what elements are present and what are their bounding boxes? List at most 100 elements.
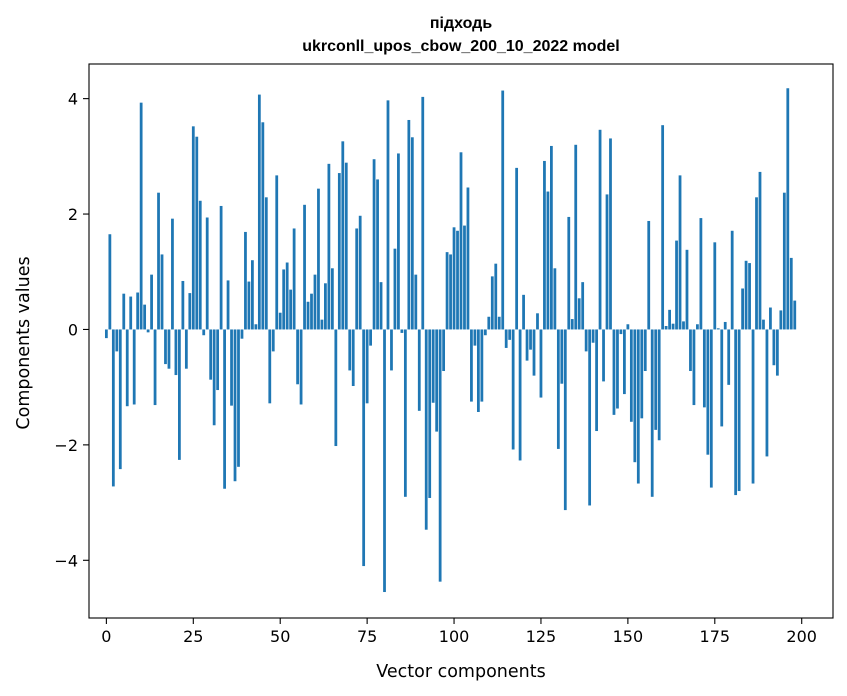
bar: [292, 228, 296, 330]
bar: [264, 197, 268, 330]
bar: [143, 304, 147, 330]
bar: [588, 329, 592, 506]
bar: [150, 274, 153, 330]
bar: [153, 329, 157, 406]
bar: [212, 329, 216, 426]
bar: [303, 204, 306, 330]
bar: [397, 153, 400, 330]
bar: [247, 281, 251, 330]
bar: [188, 293, 192, 330]
bar: [341, 141, 345, 330]
bar: [219, 205, 223, 330]
bar: [501, 90, 505, 330]
bar: [570, 319, 574, 330]
bar: [543, 160, 546, 330]
bar: [511, 329, 515, 450]
bar: [327, 163, 331, 330]
bar: [362, 329, 366, 567]
bar: [313, 274, 317, 330]
bar: [689, 329, 692, 372]
bar: [619, 329, 623, 335]
bar: [456, 230, 459, 330]
bar: [723, 321, 727, 330]
bar: [629, 329, 633, 422]
bar: [494, 263, 498, 330]
bar: [337, 173, 341, 330]
bar: [529, 329, 532, 350]
bar: [636, 329, 640, 484]
bar: [473, 329, 477, 346]
bar: [393, 248, 397, 330]
bar: [240, 329, 244, 339]
bar: [442, 329, 446, 372]
bar: [490, 276, 494, 330]
bar: [178, 329, 181, 460]
bar: [136, 292, 140, 330]
y-tick-label: −4: [54, 551, 78, 570]
bar: [379, 282, 383, 330]
bar: [139, 102, 143, 330]
bar: [400, 329, 404, 333]
bar: [748, 263, 751, 330]
bar: [390, 329, 393, 371]
bar: [536, 313, 539, 330]
y-tick-label: 0: [68, 320, 78, 339]
plot-frame: [88, 63, 834, 619]
bar: [428, 329, 432, 498]
bar: [233, 329, 237, 482]
bar: [793, 300, 797, 330]
bar: [184, 329, 188, 369]
bar: [661, 125, 665, 330]
bar: [435, 329, 439, 432]
bar: [237, 329, 240, 467]
bar: [556, 329, 560, 449]
bar: [664, 326, 668, 330]
bar: [779, 310, 783, 330]
bar: [351, 329, 355, 387]
bar: [344, 162, 348, 330]
bar: [696, 324, 699, 330]
bar: [358, 215, 362, 330]
bar: [741, 288, 744, 330]
bar: [616, 329, 619, 409]
x-tick-label: 150: [613, 627, 644, 646]
bar: [376, 179, 379, 330]
chart-subtitle: ukrconll_upos_cbow_200_10_2022 model: [302, 38, 619, 55]
bar: [553, 268, 557, 330]
bar: [591, 329, 595, 343]
bar: [730, 230, 734, 330]
bar: [483, 329, 487, 336]
bar: [699, 218, 703, 330]
bar: [623, 329, 626, 395]
bar: [789, 257, 793, 330]
bar: [369, 329, 372, 346]
bar: [584, 329, 588, 352]
x-tick-label: 75: [357, 627, 377, 646]
bar: [115, 329, 119, 352]
bars-group: [104, 88, 797, 593]
bar: [125, 329, 129, 407]
bar: [365, 329, 369, 404]
bar: [271, 329, 275, 352]
bar: [682, 321, 685, 330]
x-tick-label: 175: [700, 627, 731, 646]
bar: [765, 329, 769, 457]
bar: [671, 323, 675, 330]
bar: [261, 122, 265, 330]
bar: [410, 137, 414, 330]
bar: [504, 329, 508, 348]
bar: [581, 282, 585, 330]
bar: [476, 329, 480, 412]
bar: [310, 293, 313, 330]
bar: [508, 329, 512, 340]
bar: [640, 329, 644, 419]
bar: [251, 260, 254, 330]
bar: [654, 329, 658, 430]
bar: [317, 188, 320, 330]
bar: [407, 119, 411, 330]
bar: [330, 268, 334, 330]
bar: [480, 329, 484, 402]
bar: [772, 329, 776, 366]
y-tick-label: 4: [68, 90, 78, 109]
